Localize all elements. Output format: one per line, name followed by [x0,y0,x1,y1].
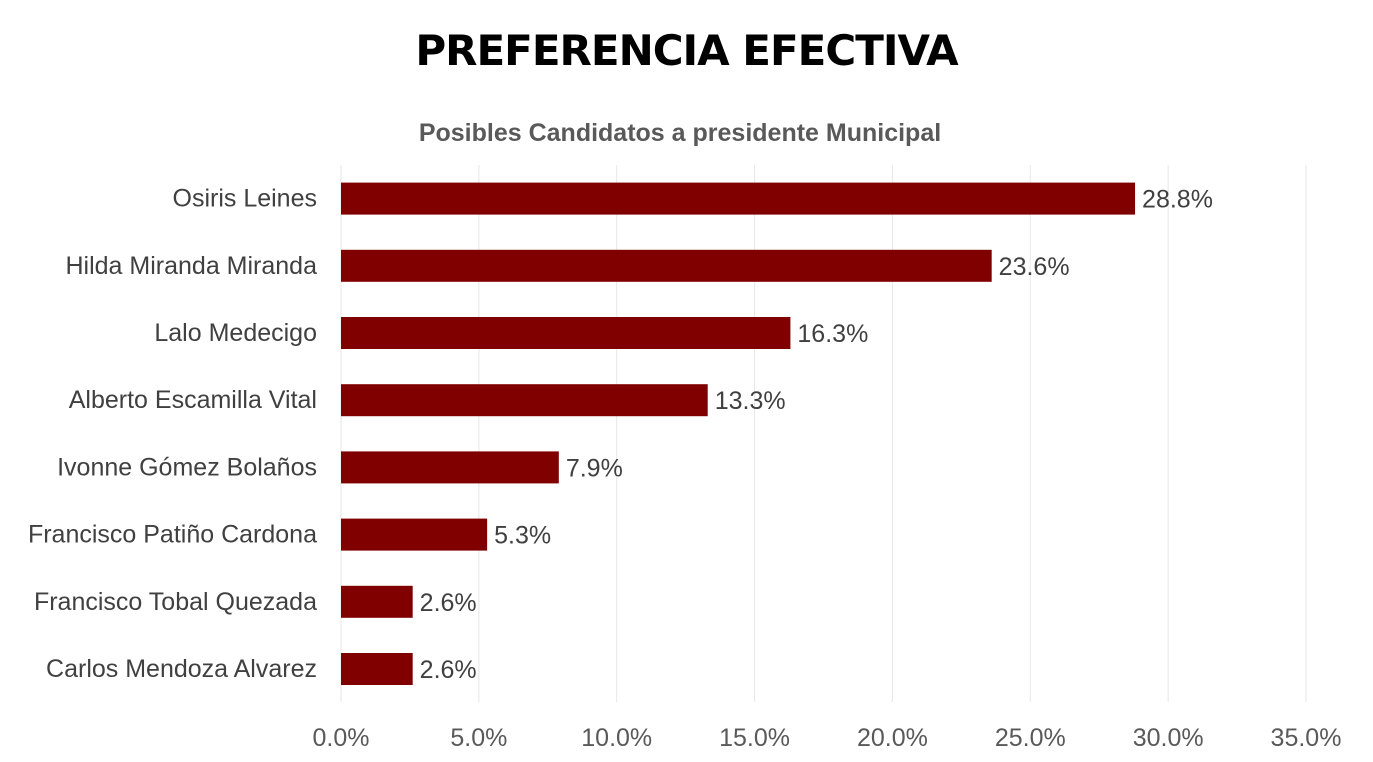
x-tick-label: 25.0% [995,724,1066,752]
data-label: 5.3% [494,522,551,550]
category-label: Francisco Patiño Cardona [28,521,317,549]
data-label: 7.9% [566,454,623,482]
data-label: 2.6% [420,656,477,684]
data-label: 16.3% [797,320,868,348]
x-tick-label: 30.0% [1133,724,1204,752]
x-tick-label: 10.0% [581,724,652,752]
value-labels: 28.8% 23.6% 16.3% 13.3% 7.9% 5.3% 2.6% 2.6% [420,186,1213,684]
bar [341,182,1136,215]
category-labels: Osiris Leines Hilda Miranda Miranda Lalo M… [28,185,317,683]
category-label: Osiris Leines [173,185,318,213]
data-label: 23.6% [999,253,1070,281]
category-label: Ivonne Gómez Bolaños [57,453,317,481]
category-label: Lalo Medecigo [154,319,317,347]
x-tick-label: 15.0% [719,724,790,752]
bar [341,317,791,349]
chart-title: Posibles Candidatos a presidente Municip… [418,119,942,147]
category-label: Francisco Tobal Quezada [34,588,317,616]
bar [341,585,413,618]
category-label: Hilda Miranda Miranda [65,252,317,280]
bar [341,653,413,685]
bar [341,384,708,417]
x-tick-label: 5.0% [450,724,507,752]
data-label: 28.8% [1142,186,1213,214]
bar [341,518,488,551]
gridlines [340,165,1307,702]
data-label: 13.3% [715,387,786,415]
category-label: Carlos Mendoza Alvarez [46,655,317,683]
page-title: PREFERENCIA EFECTIVA [415,26,958,75]
bar [341,249,992,282]
x-tick-label: 0.0% [313,724,370,752]
x-axis-ticks: 0.0% 5.0% 10.0% 15.0% 20.0% 25.0% 30.0% 35.0% [313,724,1342,752]
category-label: Alberto Escamilla Vital [69,386,317,414]
bar [341,451,559,484]
x-tick-label: 35.0% [1271,724,1342,752]
data-label: 2.6% [420,589,477,617]
x-tick-label: 20.0% [857,724,928,752]
bars [341,182,1136,685]
